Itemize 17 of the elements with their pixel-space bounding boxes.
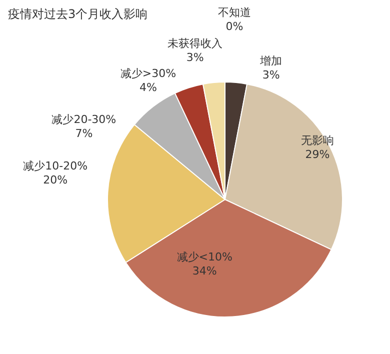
slice-label: 未获得收入 <box>168 36 223 50</box>
data-label: 3% <box>186 50 204 64</box>
slice-label: 减少10-20% <box>23 160 88 173</box>
slice-label: 减少>30% <box>120 67 176 80</box>
data-label: 7% <box>75 126 93 140</box>
slice-label: 减少20-30% <box>52 112 116 126</box>
chart-title: 疫情对过去3个月收入影响 <box>8 6 148 23</box>
data-label: 34% <box>192 264 217 278</box>
text: 0% <box>226 20 244 33</box>
slice-label: 无影响 <box>300 134 334 148</box>
category-label: 不知道 <box>218 6 251 19</box>
slice-label: 增加 <box>259 54 282 68</box>
data-label: 29% <box>305 148 330 162</box>
slice-label: 减少<10% <box>176 250 232 264</box>
data-label: 20% <box>43 174 68 187</box>
data-label: 3% <box>262 68 280 82</box>
data-label: 4% <box>139 81 157 94</box>
